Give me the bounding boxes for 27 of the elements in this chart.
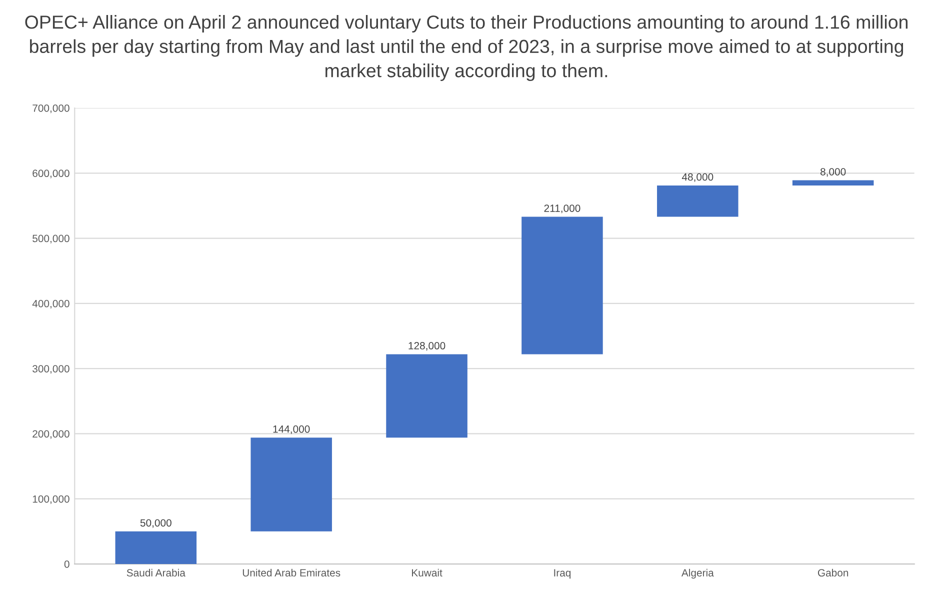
bar xyxy=(792,180,874,186)
x-tick-label: Iraq xyxy=(554,569,571,579)
chart-title: OPEC+ Alliance on April 2 announced voluntary Cuts to their Productions amounting to around 1.16 million barrels per day starting from May and last until the end of 2023, in a surprise move aimed to at supporting market stability according to them. xyxy=(25,15,908,82)
bar xyxy=(386,354,468,438)
x-tick-label: United Arab Emirates xyxy=(242,568,340,577)
y-tick-label: 300,000 xyxy=(32,365,70,374)
data-label: 128,000 xyxy=(408,342,446,351)
bar xyxy=(522,216,603,354)
x-tick-label: Gabon xyxy=(818,568,848,577)
x-tick-label: Saudi Arabia xyxy=(126,568,186,577)
y-tick-label: 700,000 xyxy=(32,104,70,114)
bar xyxy=(115,531,197,564)
y-tick-label: 400,000 xyxy=(32,300,70,309)
y-tick-label: 600,000 xyxy=(32,170,70,178)
x-tick-label: Algeria xyxy=(681,568,714,579)
y-tick-label: 500,000 xyxy=(32,234,70,244)
data-label: 8,000 xyxy=(820,168,846,177)
bar xyxy=(250,438,332,532)
bar xyxy=(657,186,738,217)
y-tick-label: 200,000 xyxy=(32,430,70,439)
data-label: 48,000 xyxy=(682,173,714,182)
data-label: 144,000 xyxy=(273,425,310,434)
y-tick-label: 0 xyxy=(64,560,70,568)
data-label: 50,000 xyxy=(140,519,172,528)
y-tick-label: 100,000 xyxy=(32,495,70,504)
x-tick-label: Kuwait xyxy=(412,568,442,577)
data-label: 211,000 xyxy=(544,204,580,214)
